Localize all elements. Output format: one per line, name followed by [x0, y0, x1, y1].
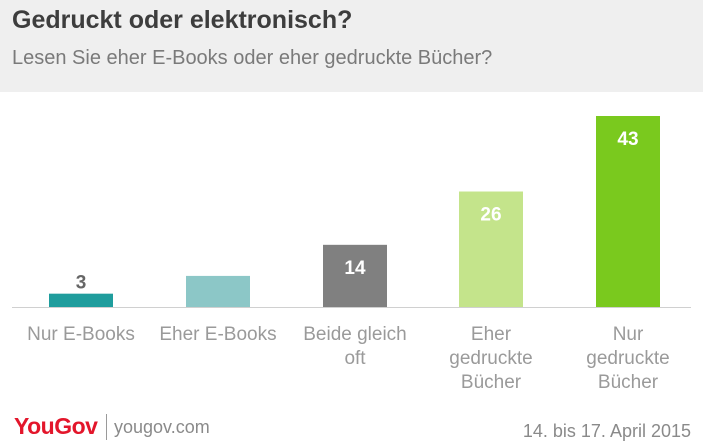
category-label-0: Nur E-Books	[27, 324, 135, 345]
bar-2	[323, 244, 387, 307]
footer-separator	[106, 414, 107, 440]
bar-value-label-4: 43	[617, 129, 638, 150]
survey-date: 14. bis 17. April 2015	[522, 421, 691, 441]
chart-subtitle: Lesen Sie eher E-Books oder eher gedruck…	[12, 47, 493, 69]
chart-header: Gedruckt oder elektronisch? Lesen Sie eh…	[0, 0, 703, 92]
chart-title: Gedruckt oder elektronisch?	[12, 6, 353, 34]
footer-website: yougov.com	[114, 417, 210, 437]
yougov-logo: YouGov	[14, 413, 98, 439]
bar-0	[49, 293, 113, 307]
category-label-1: Eher E-Books	[159, 324, 276, 345]
bar-chart: 3 Nur E-Books 7 Eher E-Books 14 Beide gleich o…	[12, 116, 691, 393]
category-label-2: Beide gleich oft	[303, 324, 407, 369]
bar-3	[459, 191, 523, 307]
bar-value-label-0: 3	[76, 273, 87, 294]
bar-value-label-1: 7	[213, 255, 224, 276]
bar-4	[596, 116, 660, 307]
bar-value-label-3: 26	[480, 205, 501, 226]
bar-1	[186, 275, 250, 307]
category-label-3: Eher gedruckte Bücher	[449, 324, 532, 393]
bar-value-label-2: 14	[344, 258, 366, 279]
category-label-4: Nur gedruckte Bücher	[586, 324, 669, 393]
